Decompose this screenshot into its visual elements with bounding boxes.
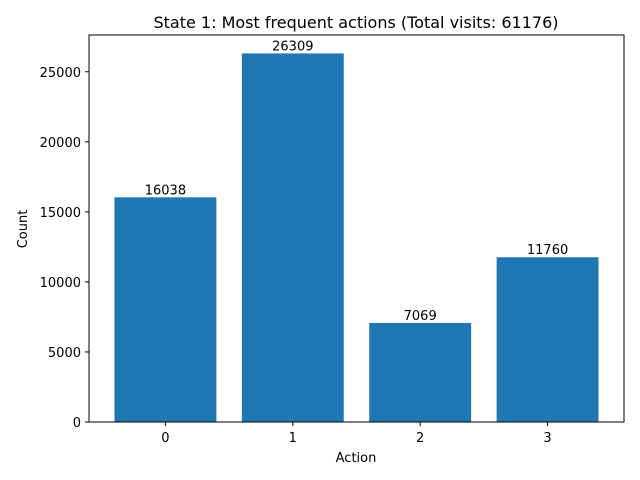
bar-action-2 <box>369 322 472 422</box>
data-label-action-2: 7069 <box>404 309 437 324</box>
x-tick-label-0: 0 <box>161 431 169 446</box>
y-tick-label-5000: 5000 <box>48 346 81 361</box>
y-tick-label-0: 0 <box>73 416 81 431</box>
bar-action-3 <box>496 257 599 422</box>
x-tick-label-3: 3 <box>543 431 551 446</box>
data-labels-group: 16038 26309 7069 11760 <box>145 39 569 324</box>
x-axis-label: Action <box>336 451 377 466</box>
y-axis-ticks: 0 5000 10000 15000 20000 25000 <box>40 66 89 431</box>
chart-title: State 1: Most frequent actions (Total vi… <box>153 13 558 32</box>
x-axis-ticks: 0 1 2 3 <box>161 422 552 446</box>
data-label-action-3: 11760 <box>527 243 568 258</box>
data-label-action-1: 26309 <box>272 39 313 54</box>
y-tick-label-20000: 20000 <box>40 136 81 151</box>
bar-action-0 <box>114 197 217 422</box>
x-tick-label-1: 1 <box>289 431 297 446</box>
data-label-action-0: 16038 <box>145 183 186 198</box>
bars-group <box>114 53 599 422</box>
y-tick-label-10000: 10000 <box>40 276 81 291</box>
y-tick-label-25000: 25000 <box>40 66 81 81</box>
y-tick-label-15000: 15000 <box>40 206 81 221</box>
plot-frame <box>88 34 625 423</box>
y-axis-label: Count <box>16 210 31 249</box>
bar-action-1 <box>241 53 344 422</box>
x-tick-label-2: 2 <box>416 431 424 446</box>
